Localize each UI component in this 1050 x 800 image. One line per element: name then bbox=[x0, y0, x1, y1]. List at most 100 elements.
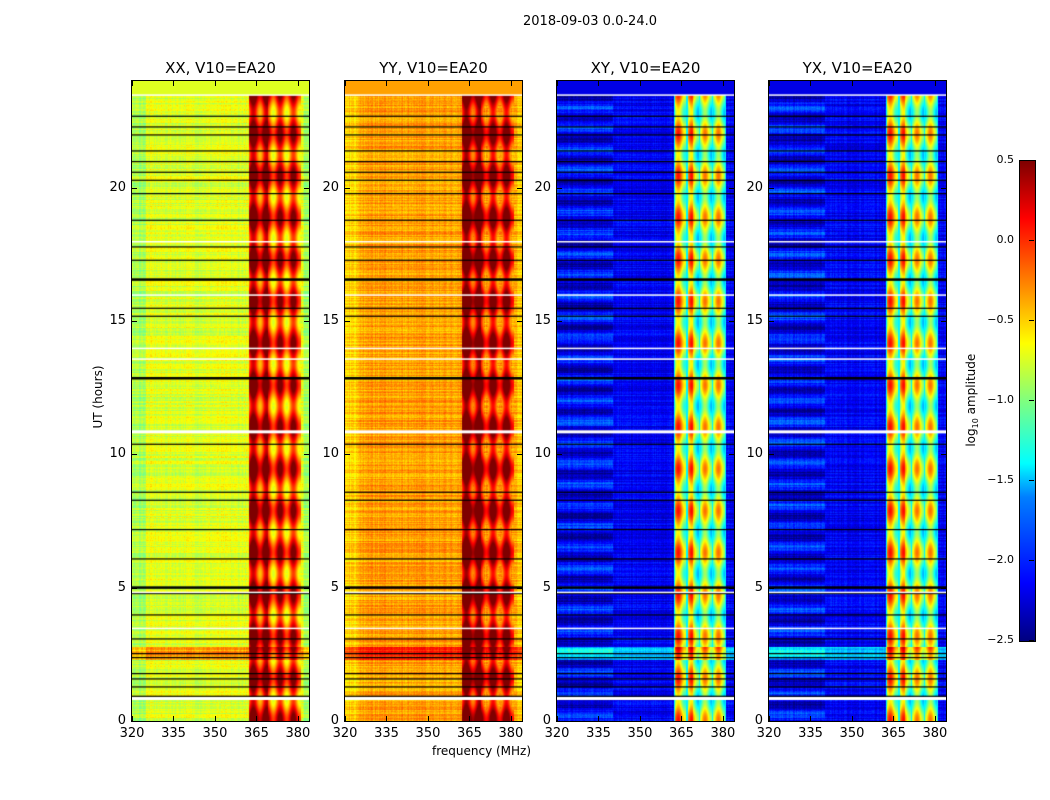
y-tick-label: 20 bbox=[746, 179, 763, 195]
x-tick-mark bbox=[769, 716, 770, 721]
x-tick-mark bbox=[345, 716, 346, 721]
x-tick-mark bbox=[598, 716, 600, 721]
panel-xx: XX, V10=EA20 0 5 10 15 20 320 335 350 365 380 bbox=[109, 59, 310, 741]
y-tick-mark bbox=[769, 721, 774, 722]
x-tick-label: 350 bbox=[839, 726, 865, 741]
panel-xy: XY, V10=EA20 0 5 10 15 20 320 335 350 365 380 bbox=[534, 59, 735, 741]
y-tick-mark bbox=[729, 721, 734, 722]
y-tick-mark bbox=[304, 454, 309, 456]
y-tick-label: 10 bbox=[746, 446, 763, 462]
y-tick-mark bbox=[345, 721, 350, 722]
y-tick-mark bbox=[517, 454, 522, 456]
y-tick-label: 10 bbox=[109, 446, 126, 462]
y-tick-mark bbox=[345, 321, 350, 322]
x-tick-mark bbox=[681, 81, 683, 86]
y-tick-mark bbox=[557, 587, 562, 589]
y-tick-mark bbox=[304, 721, 309, 722]
x-tick-label: 365 bbox=[244, 726, 269, 741]
heatmap-image bbox=[769, 81, 946, 721]
y-tick-mark bbox=[557, 187, 562, 189]
y-tick-label: 15 bbox=[322, 313, 339, 328]
x-tick-label: 365 bbox=[669, 726, 694, 741]
x-tick-mark bbox=[214, 81, 216, 86]
x-tick-mark bbox=[851, 81, 853, 86]
y-tick-mark bbox=[517, 187, 522, 189]
colorbar-tick-mark bbox=[1029, 320, 1034, 321]
y-tick-mark bbox=[132, 187, 137, 189]
y-tick-label: 0 bbox=[117, 713, 126, 728]
x-tick-label: 320 bbox=[756, 726, 782, 741]
x-tick-mark bbox=[769, 81, 770, 86]
y-tick-label: 20 bbox=[322, 179, 339, 195]
y-tick-mark bbox=[729, 187, 734, 189]
x-tick-label: 335 bbox=[161, 726, 186, 741]
x-tick-mark bbox=[297, 81, 299, 86]
x-tick-label: 380 bbox=[922, 726, 948, 741]
x-tick-mark bbox=[214, 716, 216, 721]
y-tick-mark bbox=[557, 721, 562, 722]
y-tick-mark bbox=[517, 321, 522, 322]
x-tick-label: 320 bbox=[119, 726, 145, 741]
y-tick-mark bbox=[729, 321, 734, 322]
x-tick-mark bbox=[722, 81, 724, 86]
y-tick-mark bbox=[132, 321, 137, 322]
x-tick-mark bbox=[893, 81, 895, 86]
x-tick-label: 350 bbox=[202, 726, 228, 741]
x-tick-mark bbox=[132, 716, 133, 721]
y-tick-label: 0 bbox=[330, 713, 339, 728]
y-tick-mark bbox=[769, 454, 774, 456]
heatmap-image bbox=[557, 81, 734, 721]
colorbar-tick-label: 0.5 bbox=[996, 153, 1015, 166]
y-tick-mark bbox=[729, 454, 734, 456]
colorbar-tick-label: −2.0 bbox=[987, 553, 1014, 566]
colorbar-tick-label: 0.0 bbox=[996, 233, 1015, 246]
x-tick-mark bbox=[256, 81, 258, 86]
x-tick-mark bbox=[469, 716, 471, 721]
x-tick-mark bbox=[386, 81, 388, 86]
panel-yy: YY, V10=EA20 0 5 10 15 20 320 335 350 365 380 bbox=[322, 59, 523, 741]
y-tick-label: 5 bbox=[754, 579, 763, 595]
y-tick-label: 20 bbox=[534, 179, 551, 195]
x-tick-mark bbox=[934, 81, 936, 86]
y-tick-mark bbox=[304, 187, 309, 189]
x-tick-mark bbox=[598, 81, 600, 86]
y-tick-label: 15 bbox=[109, 313, 126, 328]
colorbar-tick-mark bbox=[1029, 480, 1034, 481]
y-tick-mark bbox=[769, 321, 774, 322]
heatmap-image bbox=[132, 81, 309, 721]
x-tick-label: 320 bbox=[332, 726, 358, 741]
colorbar-tick-mark bbox=[1029, 400, 1034, 401]
x-tick-label: 380 bbox=[710, 726, 736, 741]
y-tick-label: 5 bbox=[117, 579, 126, 595]
y-tick-mark bbox=[557, 321, 562, 322]
x-tick-mark bbox=[639, 716, 641, 721]
x-axis-label: frequency (MHz) bbox=[432, 744, 532, 758]
y-tick-mark bbox=[941, 587, 946, 589]
x-tick-mark bbox=[557, 716, 558, 721]
y-tick-mark bbox=[345, 587, 350, 589]
y-tick-mark bbox=[345, 187, 350, 189]
x-tick-mark bbox=[851, 716, 853, 721]
colorbar-label: log10 amplitude bbox=[963, 353, 981, 447]
x-tick-label: 350 bbox=[415, 726, 441, 741]
y-tick-label: 5 bbox=[330, 579, 339, 595]
figure-title: 2018-09-03 0.0-24.0 bbox=[523, 14, 657, 29]
x-tick-mark bbox=[934, 716, 936, 721]
x-tick-mark bbox=[256, 716, 258, 721]
colorbar bbox=[1019, 160, 1036, 642]
y-tick-label: 10 bbox=[322, 446, 339, 462]
y-tick-mark bbox=[941, 187, 946, 189]
x-tick-mark bbox=[722, 716, 724, 721]
colorbar-tick-label: −0.5 bbox=[987, 313, 1014, 326]
y-tick-label: 0 bbox=[542, 713, 551, 728]
x-tick-mark bbox=[132, 81, 133, 86]
x-tick-mark bbox=[557, 81, 558, 86]
colorbar-tick-mark bbox=[1029, 560, 1034, 561]
y-tick-mark bbox=[304, 587, 309, 589]
panel-title: XY, V10=EA20 bbox=[590, 59, 701, 77]
x-tick-label: 335 bbox=[586, 726, 611, 741]
y-tick-mark bbox=[729, 587, 734, 589]
y-tick-mark bbox=[769, 187, 774, 189]
x-tick-label: 335 bbox=[798, 726, 823, 741]
